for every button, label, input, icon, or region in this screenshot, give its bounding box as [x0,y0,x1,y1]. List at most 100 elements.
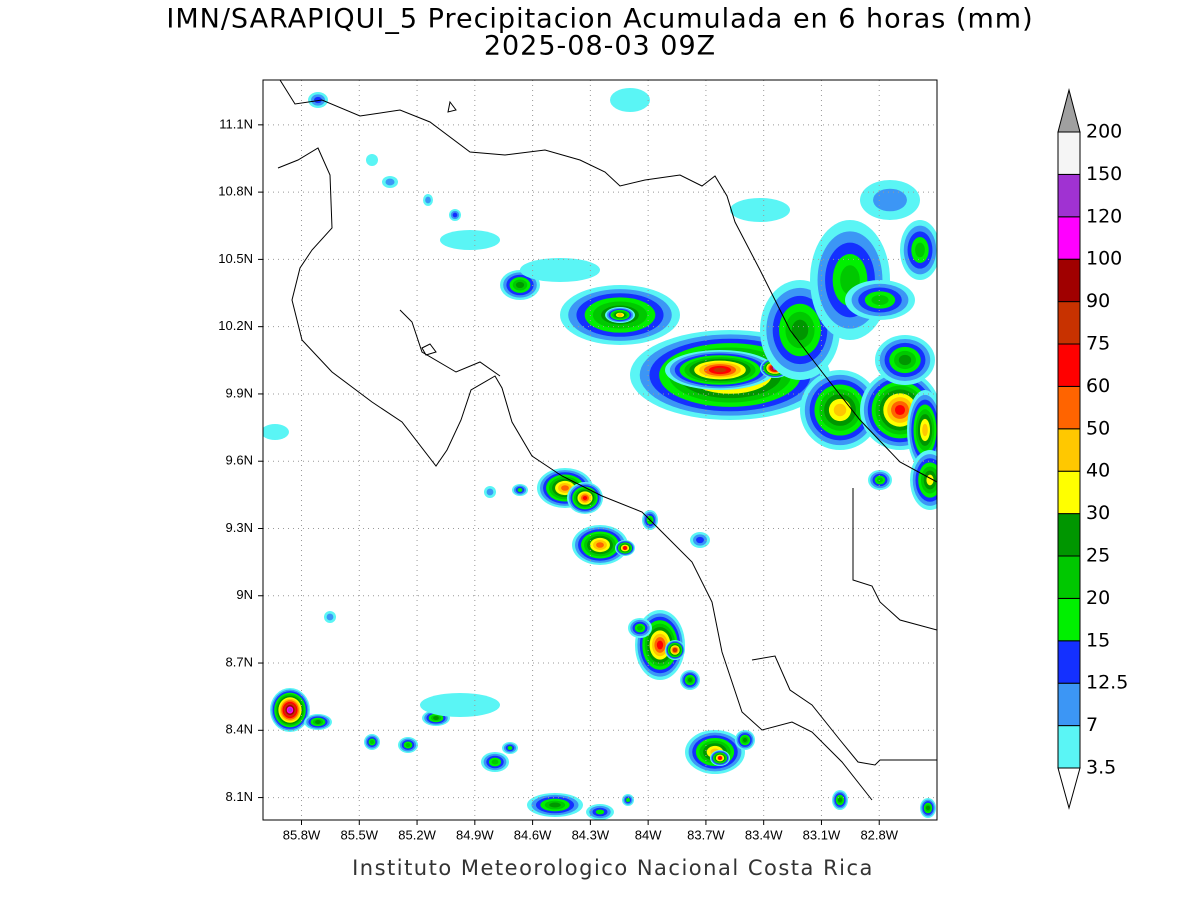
precip-area [626,798,630,802]
precip-area [656,640,664,650]
colorbar-swatch [1057,470,1081,515]
precip-area [452,212,458,218]
precip-area [515,281,525,289]
precip-area [713,367,727,373]
x-tick-label: 83.7W [687,827,725,842]
precip-area [440,230,500,250]
title: IMN/SARAPIQUI_5 Precipitacion Acumulada … [166,4,1033,35]
coastline [279,80,937,483]
colorbar-swatch [1057,513,1081,557]
x-tick-label: 84.3W [572,827,610,842]
colorbar: 3.5 7 12.5 15 20 25 30 40 50 60 75 90 100 120 150 200 [1057,88,1128,810]
map-frame [262,79,938,821]
colorbar-label: 20 [1086,587,1110,609]
colorbar-swatch [1057,597,1081,642]
precip-area [687,677,693,683]
precip-area [385,178,395,186]
precip-area [926,805,930,811]
colorbar-label: 3.5 [1086,757,1116,779]
colorbar-swatch [1057,258,1081,303]
y-tick-label: 9.3N [226,520,253,535]
grid: 85.8W 85.5W 85.2W 84.9W 84.6W 84.3W 84W 83.7W 83… [218,80,937,842]
precip-area [894,404,906,416]
precip-area [873,188,907,212]
precip-area [315,720,321,724]
y-tick-label: 8.4N [226,722,253,737]
coastline [399,309,501,377]
y-tick-label: 9.6N [226,453,253,468]
precip-area [877,477,883,483]
colorbar-label: 60 [1086,375,1110,397]
colorbar-over [1057,88,1081,133]
colorbar-label: 120 [1086,205,1122,227]
colorbar-swatch [1057,173,1081,218]
precip-area [637,625,643,631]
precip-area [915,242,925,258]
y-tick-label: 8.7N [226,654,253,669]
colorbar-swatch [1057,385,1081,430]
colorbar-swatch [1057,301,1081,345]
precip-area [405,743,411,747]
y-tick-label: 11.1N [219,116,253,131]
precip-area [833,403,847,417]
precip-area [486,488,494,496]
precip-area [718,756,722,760]
colorbar-swatch [1057,428,1081,472]
y-tick-label: 9N [236,587,253,602]
precip-area [433,716,439,720]
x-tick-label: 82.8W [860,827,898,842]
colorbar-label: 40 [1086,460,1110,482]
x-tick-label: 84.6W [514,827,552,842]
x-tick-label: 83.1W [803,827,841,842]
precip-area [742,737,748,743]
y-tick-label: 8.1N [226,789,253,804]
colorbar-swatch [1057,131,1081,175]
precip-area [838,797,842,803]
colorbar-label: 15 [1086,629,1110,651]
precip-area [507,746,513,750]
precip-area [623,546,627,550]
x-tick-label: 84W [635,827,662,842]
precip-area [517,488,523,492]
y-tick-label: 10.8N [218,184,253,199]
precip-area [617,313,623,317]
colorbar-swatch [1057,682,1081,727]
precip-area [326,613,334,621]
precip-area [370,740,374,744]
y-tick-label: 10.5N [218,251,253,266]
precip-area [520,258,600,282]
coastline [277,147,873,801]
border [852,488,937,631]
colorbar-label: 75 [1086,333,1110,355]
precip-field [263,88,937,820]
colorbar-label: 90 [1086,290,1110,312]
precip-area [549,802,561,808]
precip-area [610,88,650,112]
precip-area [871,295,889,305]
precip-area [696,536,704,544]
precip-area [582,495,588,501]
precip-area [561,485,569,491]
x-tick-label: 85.8W [283,827,321,842]
colorbar-swatch [1057,640,1081,684]
colorbar-label: 30 [1086,502,1110,524]
colorbar-label: 25 [1086,545,1110,567]
coastline [447,100,457,113]
colorbar-swatch [1057,216,1081,260]
colorbar-label: 50 [1086,417,1110,439]
colorbar-label: 150 [1086,163,1122,185]
x-tick-label: 85.5W [340,827,378,842]
x-tick-label: 83.4W [745,827,783,842]
precip-area [898,354,912,366]
precip-area [420,693,500,717]
coastline [421,343,437,356]
colorbar-label: 200 [1086,121,1122,143]
precip-area [288,708,292,712]
y-tick-label: 9.9N [226,385,253,400]
subtitle: 2025-08-03 09Z [484,31,716,62]
precip-area [673,648,677,652]
x-tick-label: 84.9W [456,827,494,842]
colorbar-under [1057,767,1081,810]
colorbar-label: 100 [1086,248,1122,270]
